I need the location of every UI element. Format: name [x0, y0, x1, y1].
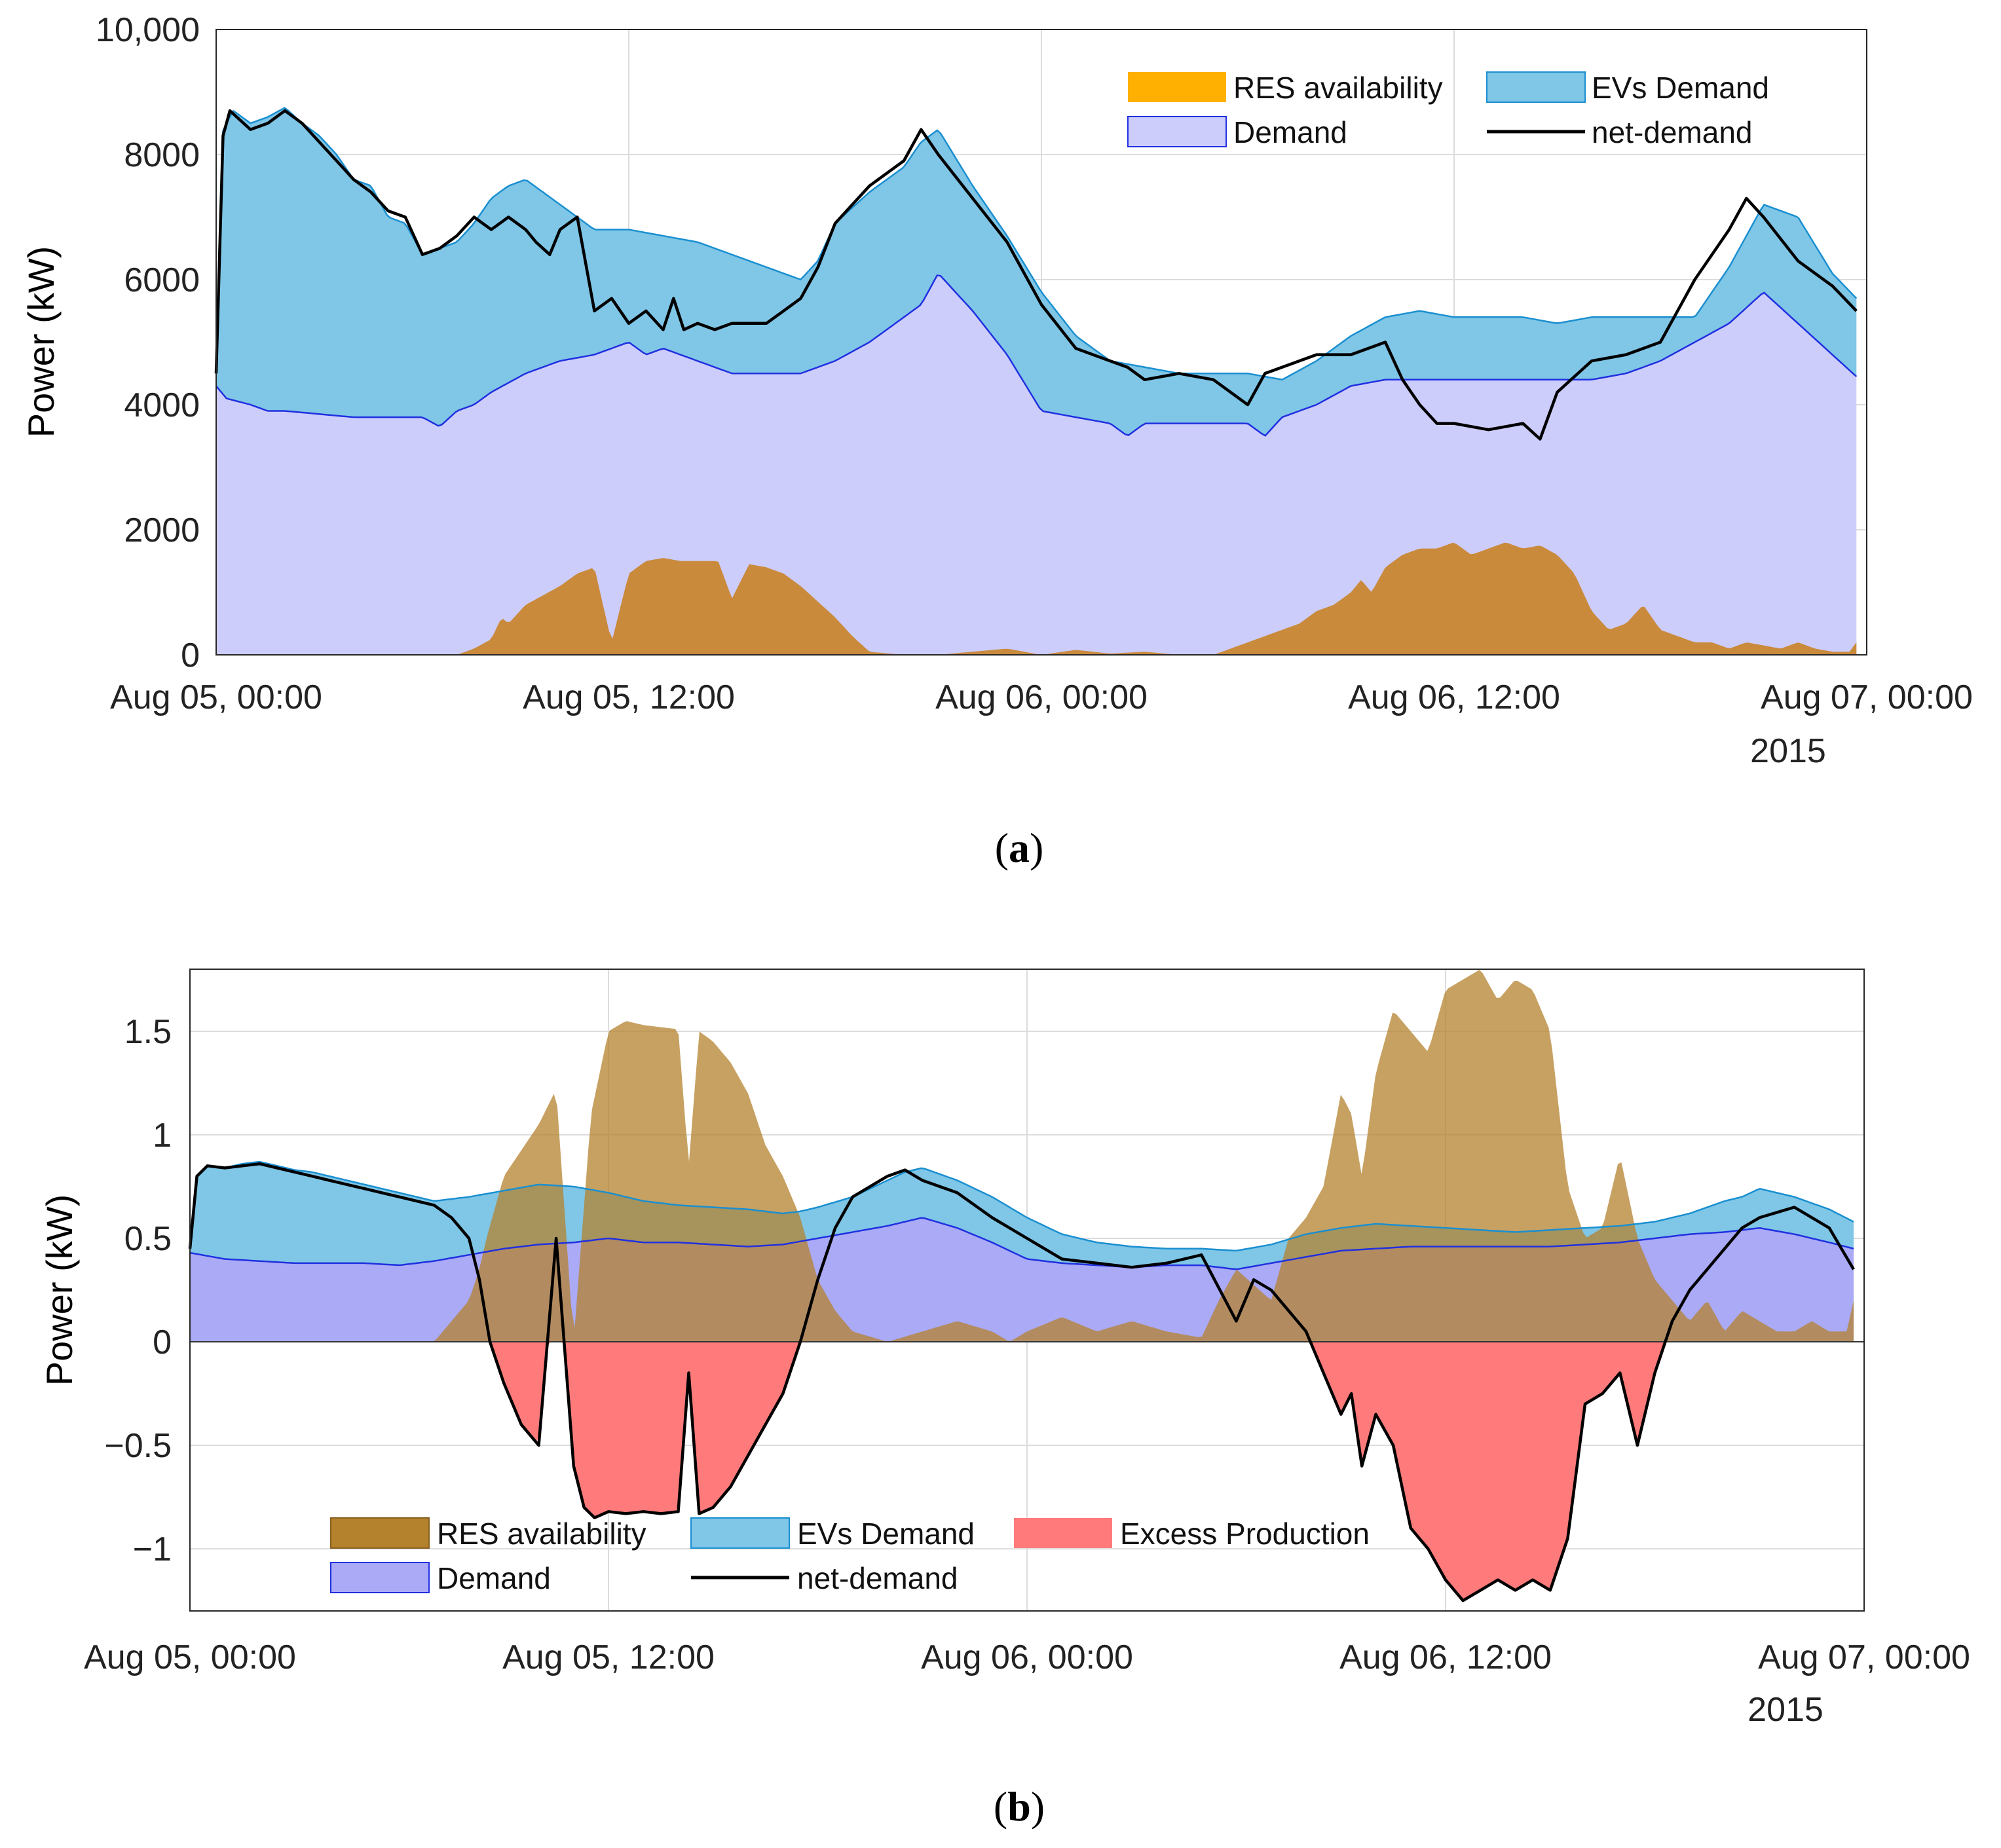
panel-a-x-tick-label: Aug 05, 12:00: [523, 678, 735, 716]
panel-b-res-area: [190, 970, 1854, 1342]
panel-a-y-axis-label: Power (kW): [20, 246, 62, 437]
panel-a-x-tick-label: Aug 06, 12:00: [1348, 678, 1560, 716]
panel-a-demand-line: [215, 274, 1858, 437]
panel-a-x-tick-label: Aug 05, 00:00: [110, 678, 322, 716]
panel-b-plot-frame: [189, 969, 1865, 1612]
panel-b-chart: −1 −0.5 0 0.5 1 1.5 Aug 05, 00:00 Aug 05, 12:0…: [39, 969, 1970, 1830]
panel-b-x-tick-label: Aug 05, 00:00: [84, 1638, 296, 1676]
panel-a-x-tick-label: Aug 07, 00:00: [1761, 678, 1973, 716]
legend-b-excess-swatch: [1014, 1518, 1112, 1548]
panel-a-legend: RES availability EVs Demand Demand net-d…: [1127, 71, 1769, 149]
panel-b-x-tick-label: Aug 05, 12:00: [502, 1638, 715, 1676]
panel-b-demand-line: [189, 1217, 1854, 1270]
legend-b-res-swatch: [330, 1517, 430, 1549]
legend-a-res-swatch: [1128, 72, 1226, 102]
panel-b-y-tick-label: −0.5: [104, 1427, 172, 1465]
panel-a-net-demand-line: [214, 109, 1858, 441]
panel-a-year-label: 2015: [1750, 732, 1826, 770]
panel-b-y-tick-label: −1: [133, 1530, 172, 1568]
legend-a-res-label: RES availability: [1233, 71, 1443, 105]
legend-b-ev-label: EVs Demand: [797, 1517, 975, 1551]
legend-a-demand-swatch: [1127, 116, 1227, 147]
legend-b-ev-swatch: [690, 1517, 790, 1549]
panel-a-caption: (a): [995, 824, 1044, 871]
legend-b-demand-label: Demand: [437, 1561, 551, 1595]
legend-a-net-label: net-demand: [1592, 115, 1753, 149]
panel-a-y-tick-label: 0: [181, 637, 200, 675]
legend-a-ev-label: EVs Demand: [1592, 71, 1769, 105]
panel-b-x-tick-label: Aug 06, 12:00: [1339, 1638, 1552, 1676]
panel-a-y-tick-label: 10,000: [96, 11, 200, 49]
panel-b-year-label: 2015: [1748, 1691, 1823, 1729]
panel-a-y-ticks: 0 2000 4000 6000 8000 10,000: [96, 11, 200, 675]
panel-b-y-axis-label: Power (kW): [39, 1194, 80, 1386]
panel-b-y-tick-label: 0.5: [124, 1220, 172, 1258]
panel-a-series: [214, 107, 1858, 655]
panel-b-y-ticks: −1 −0.5 0 0.5 1 1.5: [104, 1013, 172, 1568]
legend-a-demand-label: Demand: [1233, 115, 1347, 149]
panel-b-x-tick-label: Aug 06, 00:00: [921, 1638, 1133, 1676]
panel-b-legend: RES availability EVs Demand Excess Produ…: [330, 1517, 1370, 1595]
legend-b-net-label: net-demand: [797, 1561, 958, 1595]
panel-b-y-tick-label: 1: [153, 1117, 172, 1155]
panel-a-y-tick-label: 2000: [124, 511, 200, 549]
panel-b-series: [188, 970, 1864, 1602]
panel-a-x-tick-label: Aug 06, 00:00: [935, 678, 1148, 716]
legend-b-res-label: RES availability: [437, 1517, 646, 1551]
legend-b-demand-swatch: [330, 1562, 430, 1593]
panel-b-caption: (b): [994, 1783, 1045, 1830]
panel-a-res-area: [216, 542, 1857, 655]
panel-a-plot-frame: [215, 29, 1867, 656]
panel-b-excess-area: [190, 1342, 1854, 1600]
panel-a-caption-letter: a: [1009, 824, 1030, 871]
panel-b-y-tick-label: 1.5: [124, 1013, 172, 1051]
panel-a-y-tick-label: 4000: [124, 386, 200, 424]
panel-b-x-tick-label: Aug 07, 00:00: [1758, 1638, 1970, 1676]
panel-b-net-demand-line: [188, 1162, 1855, 1602]
panel-b-x-ticks: Aug 05, 00:00 Aug 05, 12:00 Aug 06, 00:00 A…: [84, 1638, 1970, 1676]
panel-a-y-tick-label: 8000: [124, 136, 200, 174]
panel-b-caption-letter: b: [1007, 1783, 1031, 1830]
panel-b-ev-demand-line: [189, 1160, 1854, 1252]
panel-a-ev-demand-line: [215, 107, 1858, 380]
panel-a-y-tick-label: 6000: [124, 261, 200, 299]
legend-a-ev-swatch: [1486, 71, 1586, 103]
panel-a-x-ticks: Aug 05, 00:00 Aug 05, 12:00 Aug 06, 00:00 A…: [110, 678, 1973, 716]
legend-b-excess-label: Excess Production: [1120, 1517, 1370, 1551]
panel-a-ev-demand-area: [216, 107, 1857, 436]
panel-b-y-tick-label: 0: [153, 1323, 172, 1361]
